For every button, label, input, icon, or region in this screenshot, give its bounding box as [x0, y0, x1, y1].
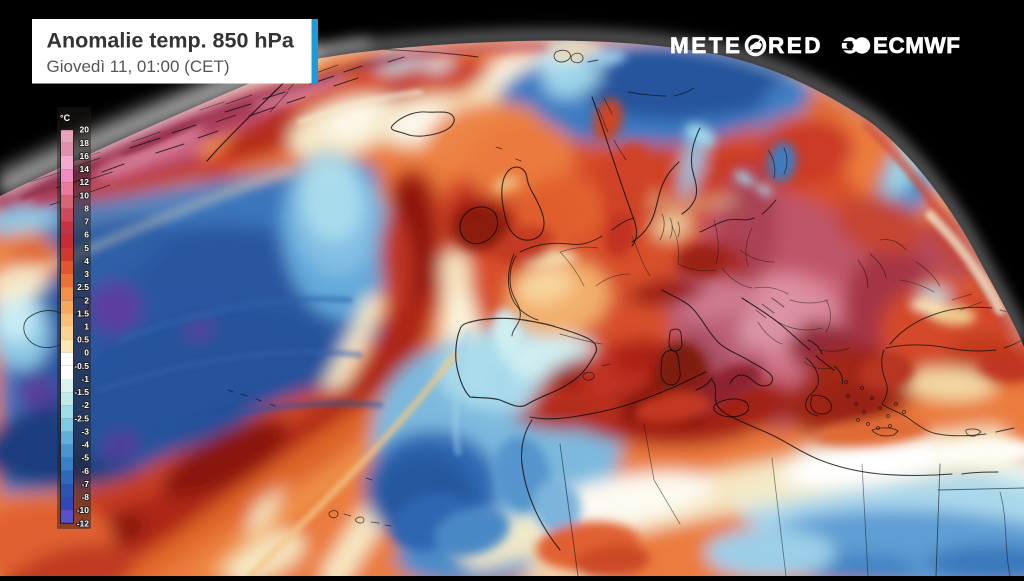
svg-text:-2: -2 — [81, 400, 89, 410]
svg-text:18: 18 — [80, 138, 90, 148]
svg-text:RED: RED — [768, 33, 823, 58]
svg-text:0: 0 — [84, 348, 89, 358]
svg-text:2.5: 2.5 — [77, 282, 89, 292]
svg-text:-1: -1 — [81, 374, 89, 384]
svg-text:0.5: 0.5 — [77, 335, 89, 345]
svg-text:Anomalie temp. 850 hPa: Anomalie temp. 850 hPa — [47, 29, 295, 53]
svg-text:-12: -12 — [77, 518, 90, 528]
svg-text:-8: -8 — [81, 492, 89, 502]
svg-text:METE: METE — [670, 33, 743, 58]
svg-text:-5: -5 — [81, 453, 89, 463]
svg-text:ECMWF: ECMWF — [873, 33, 960, 58]
svg-text:14: 14 — [80, 164, 90, 174]
svg-text:7: 7 — [84, 217, 89, 227]
svg-text:20: 20 — [80, 125, 90, 135]
svg-text:5: 5 — [84, 243, 89, 253]
svg-text:3: 3 — [84, 269, 89, 279]
svg-text:°C: °C — [60, 113, 71, 123]
svg-text:Giovedì 11, 01:00 (CET): Giovedì 11, 01:00 (CET) — [47, 57, 230, 76]
svg-text:12: 12 — [80, 177, 90, 187]
svg-text:10: 10 — [80, 190, 90, 200]
svg-text:-2.5: -2.5 — [74, 413, 89, 423]
svg-text:-4: -4 — [81, 440, 89, 450]
svg-text:-3: -3 — [81, 427, 89, 437]
svg-text:4: 4 — [84, 256, 89, 266]
svg-text:2: 2 — [84, 295, 89, 305]
svg-text:-10: -10 — [77, 505, 90, 515]
svg-text:-1.5: -1.5 — [74, 387, 89, 397]
svg-text:16: 16 — [80, 151, 90, 161]
svg-text:8: 8 — [84, 203, 89, 213]
svg-text:1.5: 1.5 — [77, 308, 89, 318]
svg-text:-7: -7 — [81, 479, 89, 489]
svg-text:6: 6 — [84, 230, 89, 240]
svg-text:-0.5: -0.5 — [74, 361, 89, 371]
svg-text:-6: -6 — [81, 466, 89, 476]
svg-text:1: 1 — [84, 322, 89, 332]
